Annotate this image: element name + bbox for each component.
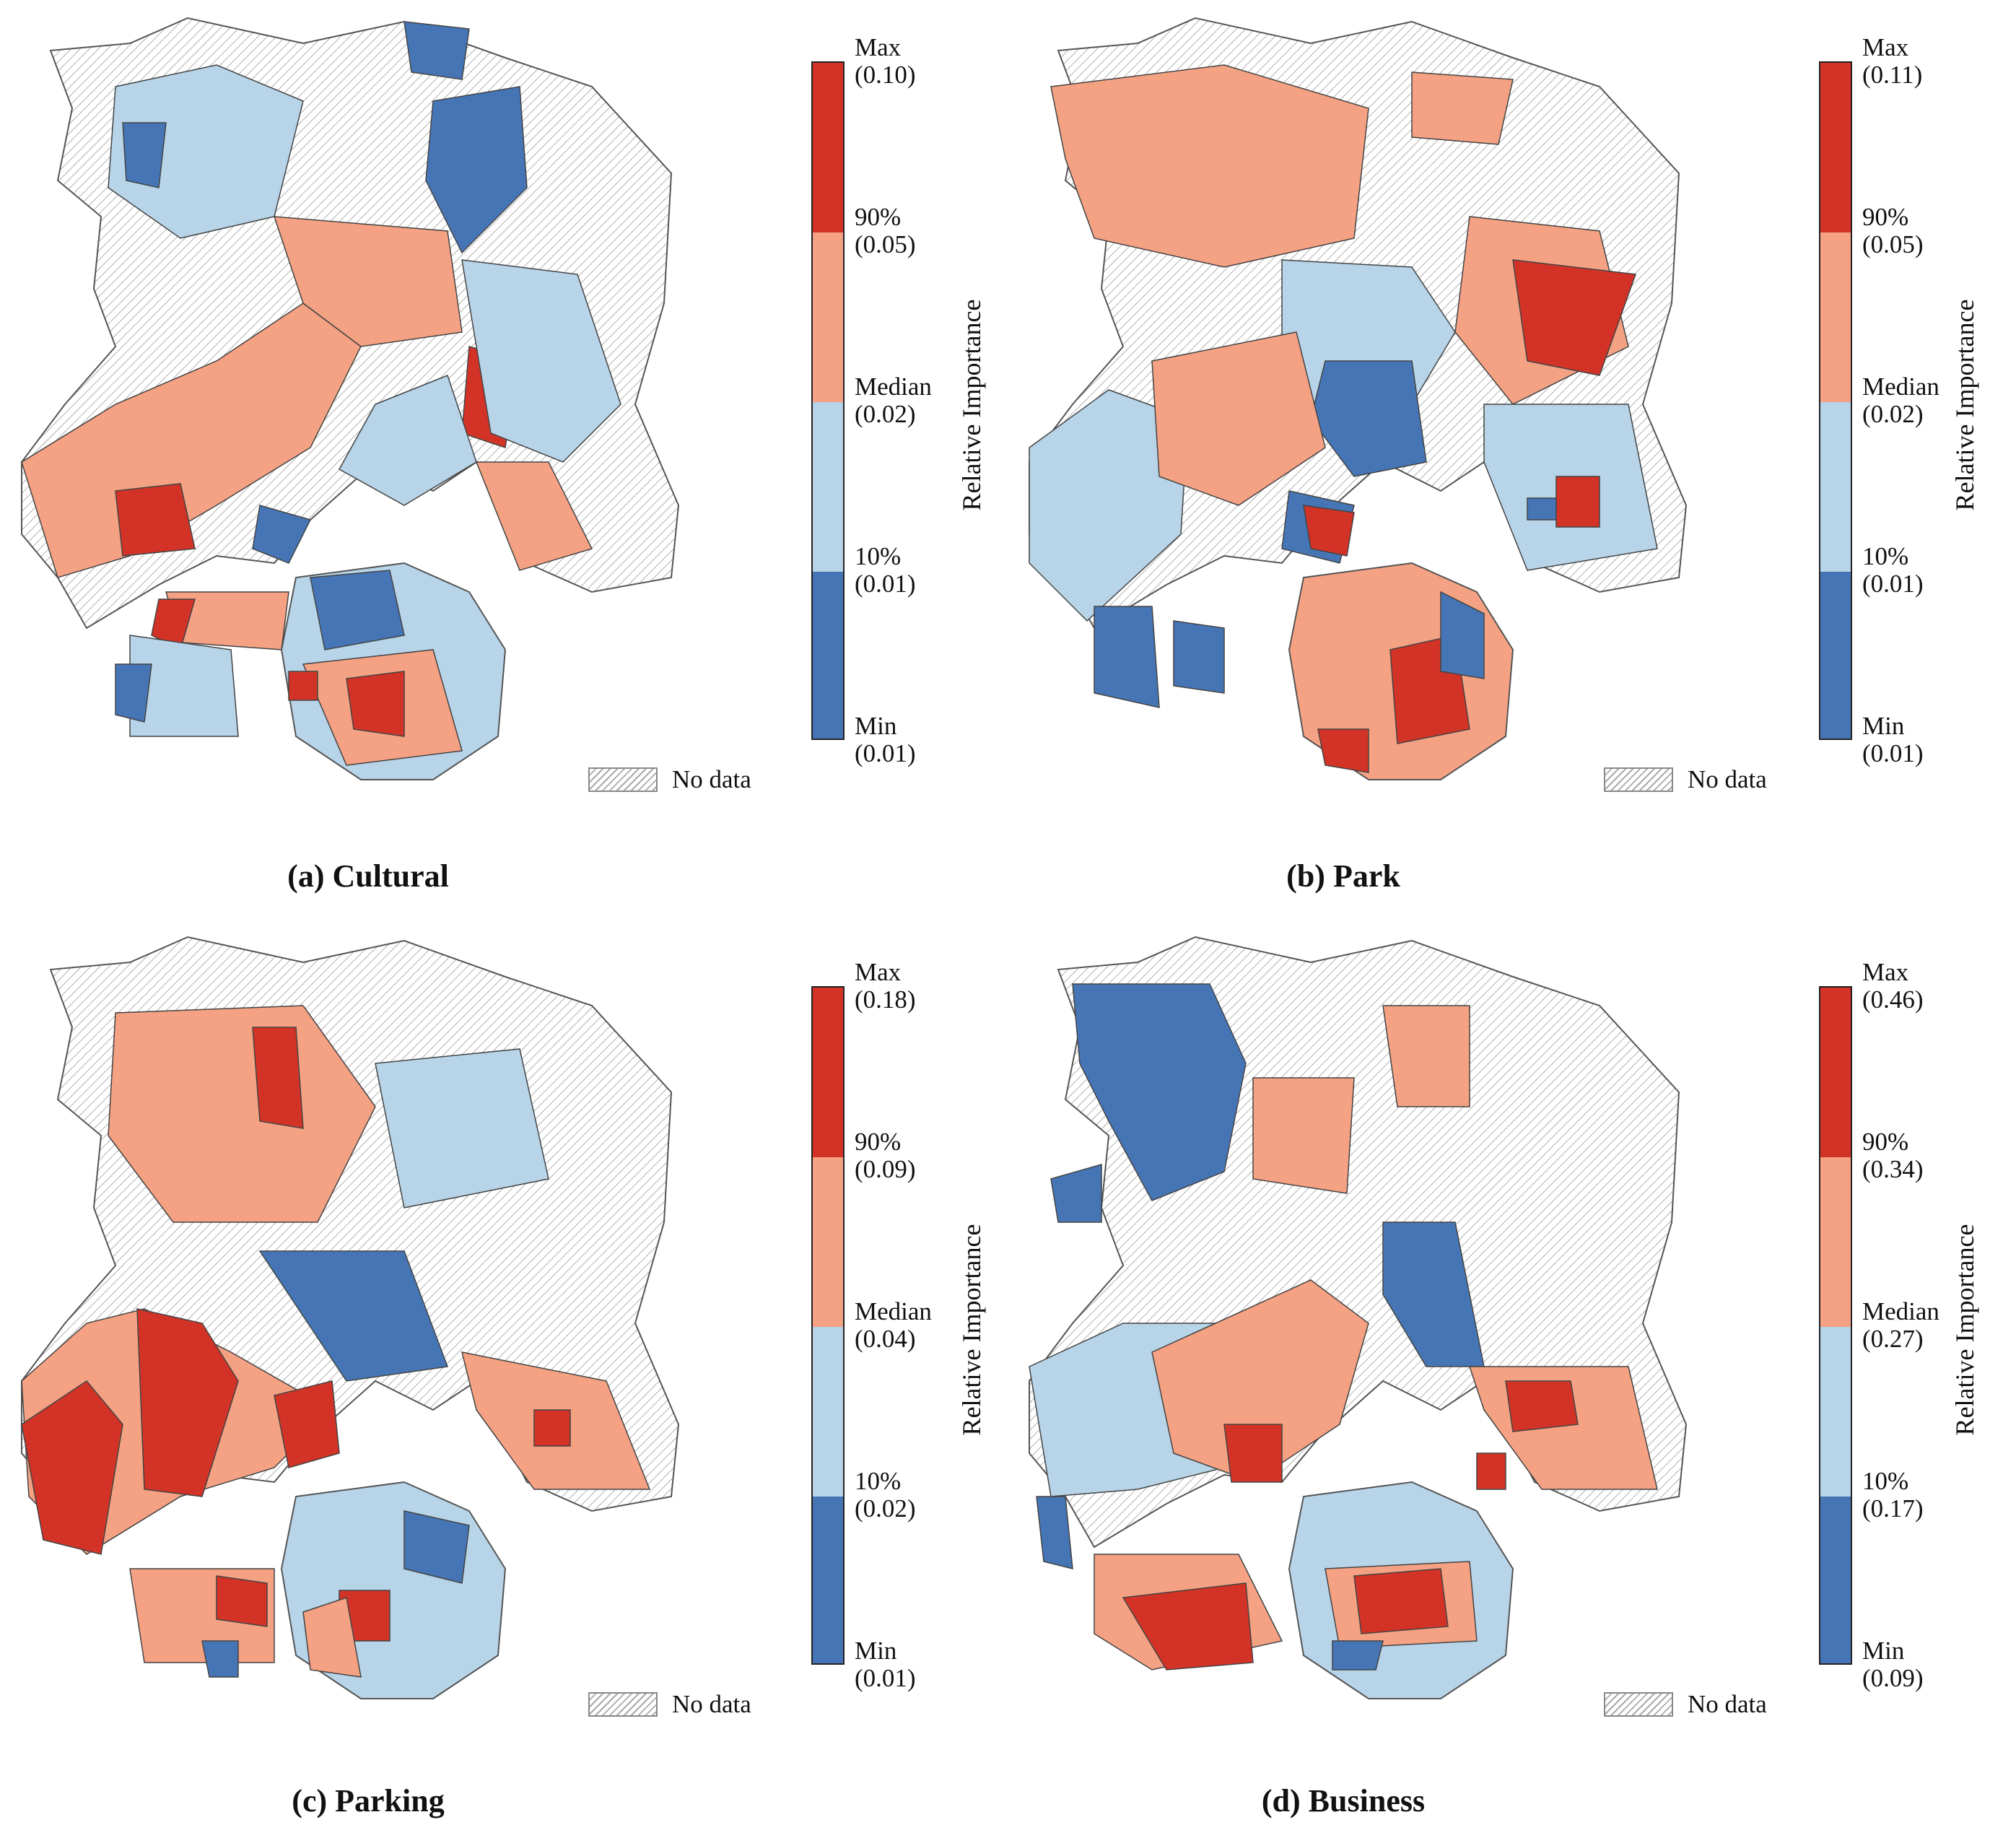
- tick-90: 90% (0.34): [1862, 1128, 1924, 1183]
- colorbar: [811, 61, 845, 740]
- caption: (a) Cultural: [287, 858, 449, 894]
- band-max: [1820, 988, 1851, 1157]
- hatch-swatch: [588, 767, 658, 792]
- band-min: [813, 1497, 843, 1663]
- hatch-swatch: [1604, 767, 1673, 792]
- band-upper: [813, 1157, 843, 1327]
- map-cultural: [21, 17, 680, 780]
- tick-max: Max (0.18): [855, 958, 916, 1014]
- no-data-legend: No data: [588, 765, 751, 794]
- band-upper: [1820, 232, 1851, 402]
- band-upper: [813, 232, 843, 402]
- band-max: [813, 988, 843, 1157]
- map-business: [1029, 936, 1688, 1699]
- region-fills: [21, 1005, 651, 1678]
- band-min: [1820, 1497, 1851, 1663]
- tick-90: 90% (0.05): [855, 203, 916, 258]
- no-data-legend: No data: [1604, 1690, 1767, 1719]
- band-min: [813, 572, 843, 739]
- panel-cultural: Max (0.10) 90% (0.05) Median (0.02) 10% (0.0…: [0, 0, 1008, 919]
- map-park: [1029, 17, 1688, 780]
- band-max: [813, 63, 843, 232]
- hatch-swatch: [588, 1692, 658, 1717]
- tick-10: 10% (0.17): [1862, 1467, 1924, 1523]
- caption: (d) Business: [1261, 1783, 1426, 1819]
- caption: (c) Parking: [292, 1783, 445, 1819]
- tick-median: Median (0.27): [1862, 1297, 1939, 1353]
- tick-90: 90% (0.05): [1862, 203, 1924, 258]
- tick-max: Max (0.46): [1862, 958, 1924, 1014]
- tick-median: Median (0.02): [855, 373, 932, 428]
- tick-min: Min (0.09): [1862, 1637, 1924, 1692]
- band-lower: [1820, 402, 1851, 572]
- tick-min: Min (0.01): [855, 712, 916, 767]
- colorbar-title: Relative Importance: [1950, 1224, 1979, 1436]
- colorbar-title: Relative Importance: [957, 1224, 986, 1436]
- panel-business: Max (0.46) 90% (0.34) Median (0.27) 10% (0.1…: [1008, 919, 2015, 1838]
- tick-min: Min (0.01): [855, 1637, 916, 1692]
- band-max: [1820, 63, 1851, 232]
- colorbar: [1819, 986, 1852, 1665]
- tick-90: 90% (0.09): [855, 1128, 916, 1183]
- colorbar: [811, 986, 845, 1665]
- caption: (b) Park: [1286, 858, 1400, 894]
- no-data-legend: No data: [1604, 765, 1767, 794]
- region-fills: [1029, 983, 1658, 1671]
- tick-10: 10% (0.01): [855, 542, 916, 598]
- tick-max: Max (0.10): [855, 33, 916, 89]
- band-lower: [1820, 1327, 1851, 1497]
- tick-median: Median (0.04): [855, 1297, 932, 1353]
- colorbar-title: Relative Importance: [957, 299, 986, 511]
- map-parking: [21, 936, 680, 1699]
- tick-median: Median (0.02): [1862, 373, 1939, 428]
- hatch-swatch: [1604, 1692, 1673, 1717]
- tick-10: 10% (0.01): [1862, 542, 1924, 598]
- colorbar: [1819, 61, 1852, 740]
- band-upper: [1820, 1157, 1851, 1327]
- colorbar-title: Relative Importance: [1950, 299, 1979, 511]
- band-lower: [813, 1327, 843, 1497]
- tick-min: Min (0.01): [1862, 712, 1924, 767]
- tick-max: Max (0.11): [1862, 33, 1923, 89]
- region-fills: [21, 21, 621, 766]
- band-lower: [813, 402, 843, 572]
- no-data-legend: No data: [588, 1690, 751, 1719]
- panel-parking: Max (0.18) 90% (0.09) Median (0.04) 10% (0.0…: [0, 919, 1008, 1838]
- band-min: [1820, 572, 1851, 739]
- tick-10: 10% (0.02): [855, 1467, 916, 1523]
- region-fills: [1029, 64, 1658, 773]
- panel-park: Max (0.11) 90% (0.05) Median (0.02) 10% (0.0…: [1008, 0, 2015, 919]
